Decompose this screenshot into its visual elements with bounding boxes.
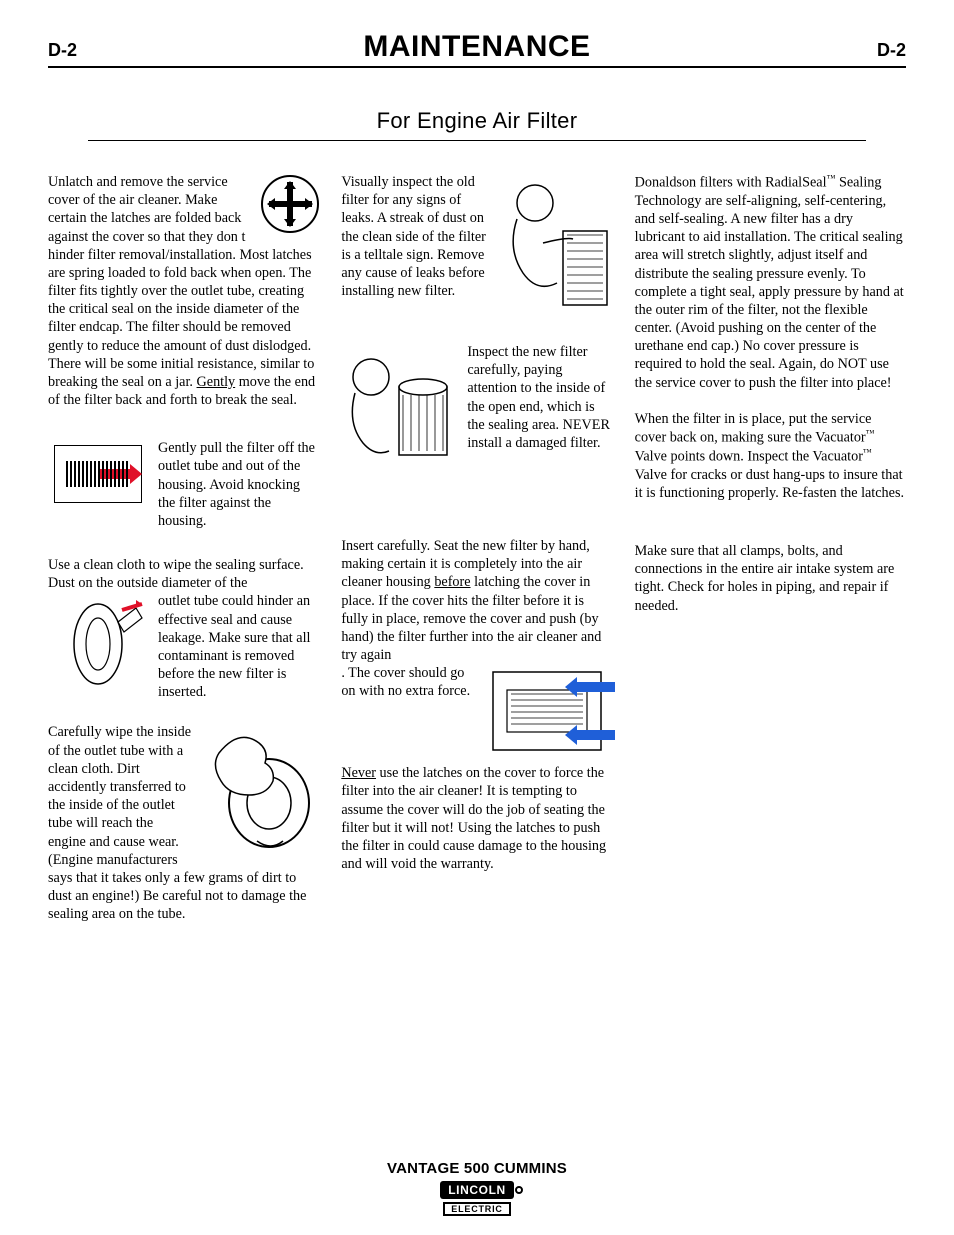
col3-p3: Make sure that all clamps, bolts, and co… xyxy=(635,542,906,615)
col1-step-wipe-surface: outlet tube could hinder an effective se… xyxy=(48,592,319,701)
col1-p4b: (Engine manufacturers says that it takes… xyxy=(48,852,306,923)
filter-tube-illustration xyxy=(48,439,148,509)
col1-p4: Carefully wipe the inside of the outlet … xyxy=(48,724,191,849)
tm-3: ™ xyxy=(863,447,872,457)
brand-logo-text: LINCOLN xyxy=(448,1183,506,1197)
col1-step-pull-filter: Gently pull the filter off the outlet tu… xyxy=(48,439,319,530)
col2-step-inspect-new: Inspect the new filter carefully, paying… xyxy=(341,343,612,477)
header-left-page: D-2 xyxy=(48,40,77,61)
col2-p3u: before xyxy=(434,574,470,590)
section-subtitle: For Engine Air Filter xyxy=(88,108,866,141)
clean-tube-illustration xyxy=(48,592,148,688)
col2-p4u: Never xyxy=(341,765,376,781)
col2-p1: Visually inspect the old filter for any … xyxy=(341,174,486,299)
col3-p2a: When the filter in is place, put the ser… xyxy=(635,411,872,446)
arrows-icon xyxy=(261,175,319,233)
col2-insert-row: . The cover should go on with no extra f… xyxy=(341,664,612,758)
col2-step-inspect-old: Visually inspect the old filter for any … xyxy=(341,173,612,319)
col2-step-never-latch: Never use the latches on the cover to fo… xyxy=(341,764,612,873)
col1-p2: Gently pull the filter off the outlet tu… xyxy=(158,439,319,530)
blue-arrow-bottom-icon xyxy=(575,730,615,740)
header-title: MAINTENANCE xyxy=(363,30,590,64)
col1-p1b: removal/installation. Most latches are s… xyxy=(48,247,314,390)
footer-product: VANTAGE 500 CUMMINS xyxy=(0,1160,954,1177)
tm-2: ™ xyxy=(866,428,875,438)
col2-step-insert: Insert carefully. Seat the new filter by… xyxy=(341,537,612,664)
content-columns: Unlatch and remove the service cover of … xyxy=(48,173,906,923)
insert-filter-illustration xyxy=(487,664,613,758)
page-header: D-2 MAINTENANCE D-2 xyxy=(48,30,906,68)
col3-p1: Donaldson filters with RadialSeal xyxy=(635,175,827,191)
inspect-old-filter-illustration xyxy=(497,173,613,313)
col1-step-unlatch: Unlatch and remove the service cover of … xyxy=(48,173,319,409)
col1-p1c: Gently xyxy=(197,374,236,390)
col3-p1-wrap: Donaldson filters with RadialSeal™ Seali… xyxy=(635,173,906,392)
blue-arrow-top-icon xyxy=(575,682,615,692)
column-2: Visually inspect the old filter for any … xyxy=(341,173,612,923)
brand-sub-logo: ELECTRIC xyxy=(443,1202,510,1216)
col1-p3a: Use a clean cloth to wipe the sealing su… xyxy=(48,556,319,592)
col3-p2c: Valve for cracks or dust hang-ups to ins… xyxy=(635,467,904,501)
col3-p2b: Valve points down. Inspect the Vacuator xyxy=(635,449,863,465)
inspect-new-filter-illustration xyxy=(341,343,457,473)
column-1: Unlatch and remove the service cover of … xyxy=(48,173,319,923)
col2-p4: use the latches on the cover to force th… xyxy=(341,765,606,872)
col1-step-wipe-inside: Carefully wipe the inside of the outlet … xyxy=(48,723,319,923)
brand-logo-dot-icon xyxy=(515,1186,523,1194)
col3-p1b: Sealing Technology are self-aligning, se… xyxy=(635,175,904,391)
wipe-inside-illustration xyxy=(199,723,319,853)
col2-p3c: . The cover should go on with no extra f… xyxy=(341,664,476,700)
red-arrow-icon xyxy=(98,469,132,479)
col1-p3b: outlet tube could hinder an effective se… xyxy=(158,592,319,701)
brand-logo: LINCOLN xyxy=(440,1181,514,1199)
header-right-page: D-2 xyxy=(877,40,906,61)
column-3: Donaldson filters with RadialSeal ™ Seali… xyxy=(635,173,906,923)
col3-p2-wrap: When the filter in is place, put the ser… xyxy=(635,410,906,502)
page-footer: VANTAGE 500 CUMMINS LINCOLN ELECTRIC xyxy=(0,1160,954,1217)
